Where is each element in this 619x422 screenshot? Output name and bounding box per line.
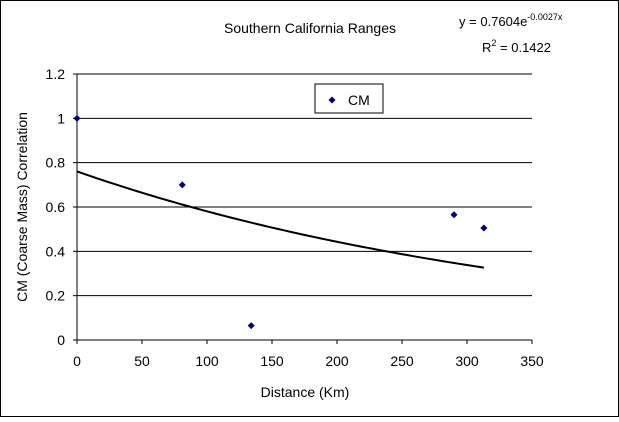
legend: CM [314,83,384,114]
data-points [73,114,488,330]
r-squared-label: R2 = 0.1422 [482,38,551,55]
x-tick-label-6: 300 [455,353,479,369]
y-tick-label-1: 0.2 [46,288,66,304]
y-tick-label-3: 0.6 [46,199,66,215]
y-tick-label-2: 0.4 [46,243,66,259]
x-tick-label-1: 50 [134,353,150,369]
x-tick-label-4: 200 [325,353,349,369]
x-tick-label-0: 0 [73,353,81,369]
y-tick-label-6: 1.2 [46,66,66,82]
data-point-1 [178,181,186,189]
y-tick-label-4: 0.8 [46,155,66,171]
trendline-curve [76,170,485,269]
data-point-4 [480,224,488,232]
y-tick-label-5: 1 [57,110,65,126]
data-point-3 [450,211,458,219]
x-axis-label: Distance (Km) [261,384,350,400]
x-tick-label-2: 100 [195,353,219,369]
y-axis-label: CM (Coarse Mass) Correlation [14,112,30,302]
trendline-layer [76,170,485,269]
x-tick-label-5: 250 [390,353,414,369]
trendline-equation: y = 0.7604e-0.0027x [459,12,563,29]
tick-labels: 0 0.2 0.4 0.6 0.8 1 1.2 0 50 100 150 200 250 300 350 [46,66,544,369]
legend-marker-diamond-icon [328,96,336,104]
chart-title: Southern California Ranges [224,20,396,36]
data-point-2 [247,322,255,330]
y-tick-label-0: 0 [57,332,65,348]
data-point-0 [73,114,81,122]
x-tick-label-7: 350 [520,353,544,369]
legend-box [314,83,384,114]
legend-label-cm: CM [348,92,370,108]
gridlines [77,73,532,297]
x-tick-label-3: 150 [260,353,284,369]
